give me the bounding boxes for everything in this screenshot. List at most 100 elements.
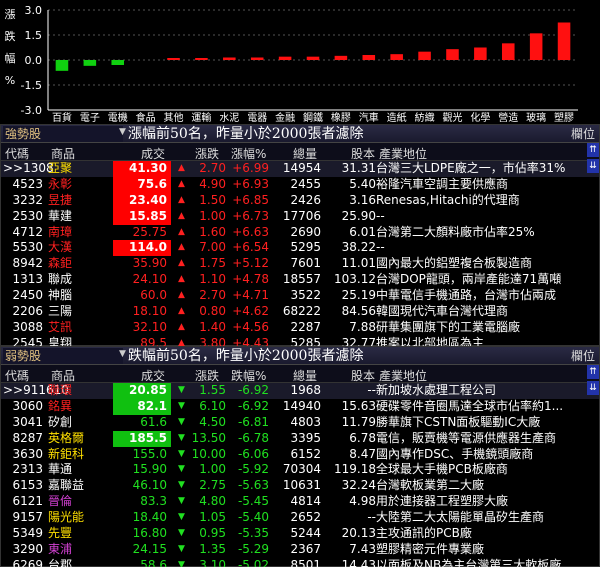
stock-name: 英格爾: [48, 430, 85, 445]
stock-row[interactable]: 1313 聯成 24.10 ▲ 1.10 +4.78 18557 103.12 台灣DOP龍頭，…: [1, 272, 599, 288]
volume: 70304: [282, 462, 321, 477]
stock-code: 6269: [12, 557, 43, 567]
stock-row[interactable]: 4712 南璋 25.75 ▲ 1.60 +6.63 2690 6.01 台灣第二大顏料廠市佔率…: [1, 225, 599, 241]
header-capital[interactable]: 股本: [351, 147, 376, 161]
stock-row[interactable]: >>911610 聯環 20.85 ▼ 1.55 -6.92 1968 -- 新加坡水處理工程公…: [1, 383, 599, 399]
stock-row[interactable]: 8942 森鉅 35.90 ▲ 1.75 +5.12 7601 11.01 國內最大的鋁塑複合板…: [1, 256, 599, 272]
bar: [334, 55, 348, 60]
stock-code: >>911610: [3, 383, 69, 397]
stock-row[interactable]: 3232 昱捷 23.40 ▲ 1.50 +6.85 2426 3.16 Renesas,Hit…: [1, 192, 599, 209]
stock-row[interactable]: 8287 英格爾 185.5 ▼ 13.50 -6.78 3395 6.78 電信，販賣機等電源…: [1, 430, 599, 447]
header-industry[interactable]: 產業地位: [379, 147, 428, 161]
stock-code: 4523: [12, 176, 43, 191]
percent-change: +6.73: [232, 208, 269, 223]
stock-code: 8287: [12, 430, 43, 445]
percent-change: +4.71: [232, 288, 269, 303]
percent-change: -6.81: [237, 414, 269, 429]
triangle-down-icon: ▼: [178, 543, 185, 554]
chart-canvas: 3.0 1.5 0.0 -1.5 -3.0 漲跌幅% 百貨 電子 電機 食品 其他 運輸 水泥 電器 金融鋼…: [5, 4, 578, 124]
stock-name: 南璋: [48, 224, 73, 239]
volume: 14954: [282, 161, 321, 175]
stock-row[interactable]: 5530 大漢 114.0 ▲ 7.00 +6.54 5295 38.22 --: [1, 240, 599, 257]
header-percent[interactable]: 跌幅%: [231, 369, 267, 383]
industry-position: 國內最大的鋁塑複合板製造商: [376, 256, 533, 271]
header-name[interactable]: 商品: [51, 369, 76, 383]
volume: 1968: [290, 383, 321, 397]
percent-change: -5.92: [237, 462, 269, 477]
stock-row[interactable]: 3290 東浦 24.15 ▼ 1.35 -5.29 2367 7.43 塑膠精密元件專業廠: [1, 542, 599, 558]
header-change[interactable]: 漲跌: [195, 147, 220, 161]
stock-row[interactable]: 3060 銘異 82.1 ▼ 6.10 -6.92 14940 15.63 硬碟零件音圈馬達全球…: [1, 398, 599, 415]
stock-row[interactable]: 3041 矽創 61.6 ▼ 4.50 -6.81 4803 11.79 勝華旗下CSTN面板驅…: [1, 415, 599, 431]
stock-row[interactable]: 6269 台郡 58.6 ▼ 3.10 -5.02 8501 14.43 以面板及NB為主台灣第…: [1, 558, 599, 567]
stock-row[interactable]: 3630 新鉅科 155.0 ▼ 10.00 -6.06 6152 8.47 國內專作DSC、手…: [1, 447, 599, 463]
x-tick-label: 百貨: [52, 111, 72, 124]
header-percent[interactable]: 漲幅%: [231, 147, 267, 161]
chevron-down-icon[interactable]: ▼: [119, 127, 126, 137]
stock-name: 聯環: [48, 383, 73, 397]
header-price[interactable]: 成交: [141, 369, 166, 383]
scroll-down-button[interactable]: ⇊: [587, 381, 599, 395]
stock-row[interactable]: 2450 神腦 60.0 ▲ 2.70 +4.71 3522 25.19 中華電信手機通路，台灣…: [1, 288, 599, 304]
header-change[interactable]: 漲跌: [195, 369, 220, 383]
losers-column-header: 代碼 商品 成交 漲跌 跌幅% 總量 股本 產業地位: [1, 365, 599, 383]
price-change: 0.95: [199, 526, 226, 541]
scroll-down-button[interactable]: ⇊: [587, 159, 599, 173]
stock-row[interactable]: 5349 先豐 16.80 ▼ 0.95 -5.35 5244 20.13 主攻通訊的PCB廠: [1, 526, 599, 542]
volume: 3522: [290, 288, 321, 303]
volume: 2652: [290, 510, 321, 525]
header-code[interactable]: 代碼: [5, 369, 30, 383]
stock-name: 華通: [48, 462, 73, 477]
stock-row[interactable]: 2530 華建 15.85 ▲ 1.00 +6.73 17706 25.90 --: [1, 208, 599, 225]
last-price: 20.85: [113, 383, 171, 399]
header-volume[interactable]: 總量: [293, 369, 318, 383]
stock-row[interactable]: 6121 晉倫 83.3 ▼ 4.80 -5.45 4814 4.98 用於連接器工程塑膠大廠: [1, 494, 599, 510]
header-price[interactable]: 成交: [141, 147, 166, 161]
stock-code: 3088: [12, 319, 43, 334]
scroll-up-button[interactable]: ⇈: [587, 143, 599, 157]
stock-code: 3041: [12, 414, 43, 429]
x-tick-label: 食品: [136, 111, 156, 124]
bar: [250, 57, 264, 60]
chevron-down-icon[interactable]: ▼: [119, 349, 126, 359]
stock-row[interactable]: 2206 三陽 18.10 ▲ 0.80 +4.62 68222 84.56 韓國現代汽車台灣代…: [1, 304, 599, 320]
share-capital: 119.18: [334, 462, 376, 477]
price-change: 1.35: [199, 541, 226, 556]
column-settings-button[interactable]: 欄位: [570, 349, 595, 363]
x-tick-label: 營造: [498, 111, 518, 124]
share-capital: 14.43: [341, 557, 376, 567]
header-industry[interactable]: 產業地位: [379, 369, 428, 383]
triangle-down-icon: ▼: [178, 480, 185, 491]
header-code[interactable]: 代碼: [5, 147, 30, 161]
last-price: 25.75: [132, 224, 167, 239]
last-price: 82.1: [113, 398, 171, 415]
header-volume[interactable]: 總量: [293, 147, 318, 161]
stock-row[interactable]: 3088 艾訊 32.10 ▲ 1.40 +4.56 2287 7.88 研華集團旗下的工業電腦…: [1, 320, 599, 336]
stock-name: 三陽: [48, 304, 73, 319]
price-change: 1.55: [199, 383, 226, 397]
percent-change: +4.56: [232, 319, 269, 334]
last-price: 58.6: [140, 557, 167, 567]
header-capital[interactable]: 股本: [351, 369, 376, 383]
x-tick-label: 造紙: [387, 111, 407, 124]
gainers-tag[interactable]: 強勢股: [3, 126, 123, 142]
volume: 4803: [290, 414, 321, 429]
bar: [501, 43, 515, 60]
stock-row[interactable]: 6153 嘉聯益 46.10 ▼ 2.75 -5.63 10631 32.24 台灣軟板業第二大…: [1, 478, 599, 494]
losers-tag[interactable]: 弱勢股: [3, 348, 123, 364]
scroll-up-button[interactable]: ⇈: [587, 365, 599, 379]
stock-code: 6121: [12, 494, 43, 509]
last-price: 83.3: [140, 494, 167, 509]
stock-name: 銘異: [48, 398, 73, 413]
percent-change: -6.92: [237, 398, 269, 413]
stock-code: 2530: [12, 208, 43, 223]
industry-position: 中華電信手機通路，台灣市佔兩成: [376, 288, 557, 303]
header-name[interactable]: 商品: [51, 147, 76, 161]
column-settings-button[interactable]: 欄位: [570, 127, 595, 141]
stock-row[interactable]: 2313 華通 15.90 ▼ 1.00 -5.92 70304 119.18 全球最大手機PC…: [1, 462, 599, 478]
last-price: 185.5: [113, 430, 171, 447]
stock-row[interactable]: >>1308 亞聚 41.30 ▲ 2.70 +6.99 14954 31.31 台灣三大LDP…: [1, 161, 599, 177]
stock-row[interactable]: 4523 永彰 75.6 ▲ 4.90 +6.93 2455 5.40 裕隆汽車空調主要供應商: [1, 176, 599, 193]
stock-row[interactable]: 9157 陽光能 18.40 ▼ 1.05 -5.40 2652 -- 大陸第二大太陽能單晶矽生…: [1, 510, 599, 526]
bar: [390, 54, 403, 60]
